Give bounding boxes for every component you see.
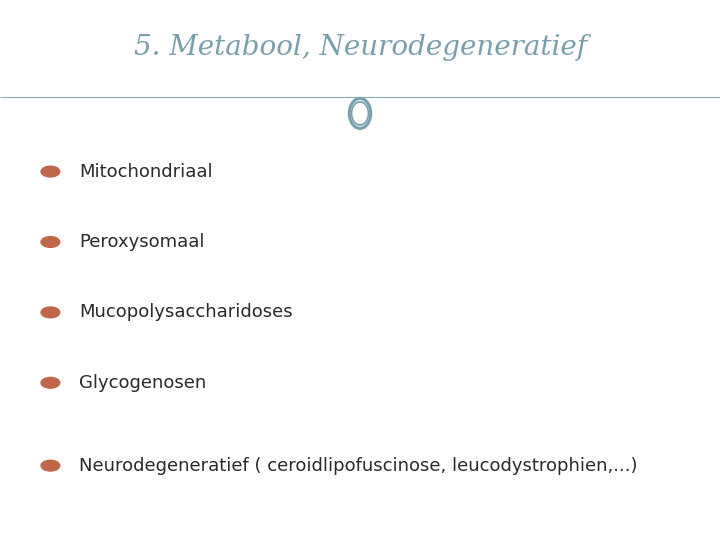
Text: 5. Metabool, Neurodegeneratief: 5. Metabool, Neurodegeneratief <box>133 34 587 61</box>
Circle shape <box>41 460 60 471</box>
Text: Peroxysomaal: Peroxysomaal <box>79 233 204 251</box>
Text: Mitochondriaal: Mitochondriaal <box>79 163 213 180</box>
Circle shape <box>41 377 60 388</box>
Text: Neurodegeneratief ( ceroidlipofuscinose, leucodystrophien,...): Neurodegeneratief ( ceroidlipofuscinose,… <box>79 457 638 475</box>
Circle shape <box>41 237 60 247</box>
Ellipse shape <box>352 103 367 124</box>
Circle shape <box>41 307 60 318</box>
Circle shape <box>41 166 60 177</box>
Text: Mucopolysaccharidoses: Mucopolysaccharidoses <box>79 303 293 321</box>
Text: Glycogenosen: Glycogenosen <box>79 374 207 392</box>
